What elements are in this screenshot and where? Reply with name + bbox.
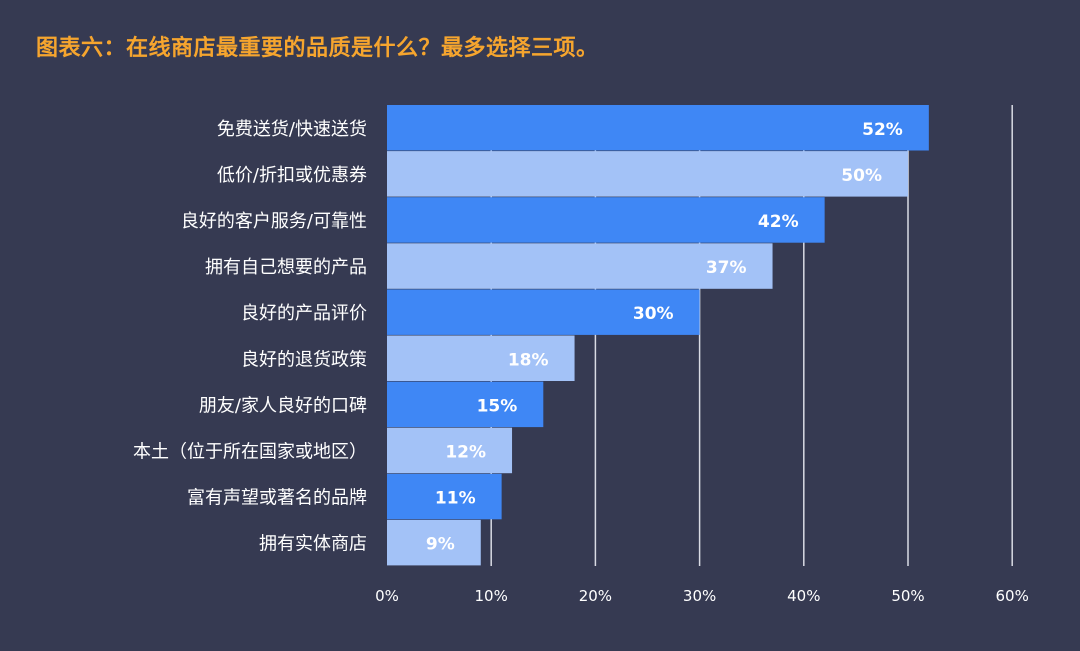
bar (387, 105, 929, 151)
value-label: 12% (445, 442, 486, 462)
bars (387, 105, 929, 566)
x-tick-label: 0% (375, 587, 399, 605)
value-label: 18% (508, 350, 549, 370)
bar (387, 519, 481, 566)
chart-title: 图表六：在线商店最重要的品质是什么？最多选择三项。 (36, 36, 599, 61)
category-label: 良好的产品评价 (241, 303, 367, 324)
category-label: 良好的退货政策 (241, 349, 367, 370)
bar (387, 289, 700, 335)
category-label: 富有声望或著名的品牌 (187, 488, 367, 509)
value-label: 50% (841, 166, 882, 186)
value-label: 52% (862, 120, 903, 140)
x-tick-label: 20% (579, 587, 612, 605)
x-tick-label: 40% (787, 587, 820, 605)
category-labels: 免费送货/快速送货低价/折扣或优惠券良好的客户服务/可靠性拥有自己想要的产品良好… (133, 119, 367, 555)
category-label: 良好的客户服务/可靠性 (181, 211, 367, 232)
value-label: 30% (633, 304, 674, 324)
x-tick-label: 30% (683, 587, 716, 605)
category-label: 朋友/家人良好的口碑 (199, 395, 367, 416)
value-label: 42% (758, 212, 799, 232)
value-label: 37% (706, 258, 747, 278)
x-tick-label: 50% (891, 587, 924, 605)
bar (387, 243, 773, 289)
value-label: 11% (435, 489, 476, 509)
value-label: 15% (477, 396, 518, 416)
value-labels: 52% 50% 42% 37% 30% 18% 15% 12% 11% 9% (426, 120, 903, 555)
bar (387, 427, 513, 474)
bar (387, 335, 575, 381)
bar (387, 381, 544, 428)
category-label: 免费送货/快速送货 (217, 119, 367, 140)
category-label: 拥有自己想要的产品 (205, 257, 367, 278)
bar (387, 473, 502, 520)
category-label: 拥有实体商店 (259, 534, 367, 555)
bar (387, 151, 908, 197)
category-label: 低价/折扣或优惠券 (217, 165, 367, 186)
value-label: 9% (426, 535, 455, 555)
x-tick-label: 10% (475, 587, 508, 605)
category-label: 本土（位于所在国家或地区） (133, 441, 367, 462)
bar (387, 197, 825, 243)
x-tick-label: 60% (996, 587, 1029, 605)
x-tick-labels: 0% 10% 20% 30% 40% 50% 60% (375, 587, 1029, 605)
